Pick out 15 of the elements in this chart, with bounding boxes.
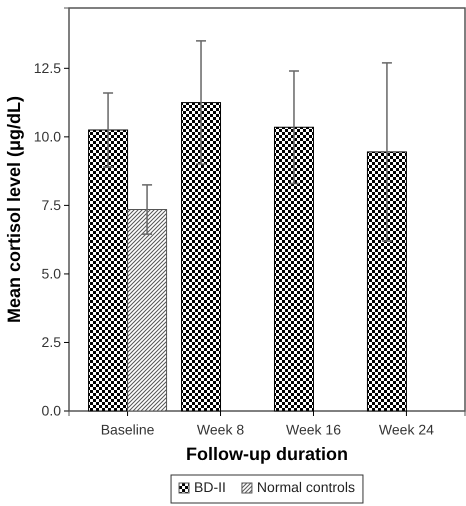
- x-tick-label: Week 8: [196, 421, 244, 438]
- y-tick-label: 12.5: [34, 60, 62, 76]
- x-axis-title: Follow-up duration: [186, 444, 348, 464]
- y-axis-title: Mean cortisol level (μg/dL): [4, 96, 24, 324]
- x-tick-label: Week 24: [378, 421, 434, 438]
- legend-label: Normal controls: [256, 479, 355, 495]
- y-tick-label: 10.0: [34, 128, 62, 144]
- x-tick-label: Week 16: [286, 421, 342, 438]
- y-tick-label: 0.0: [42, 402, 62, 418]
- y-tick-label: 2.5: [42, 334, 62, 350]
- legend-label: BD-II: [194, 479, 226, 495]
- x-tick-label: Baseline: [100, 421, 155, 438]
- bar: [88, 129, 128, 412]
- y-tick-label: 7.5: [42, 196, 62, 213]
- y-tick-label: 5.0: [42, 265, 62, 282]
